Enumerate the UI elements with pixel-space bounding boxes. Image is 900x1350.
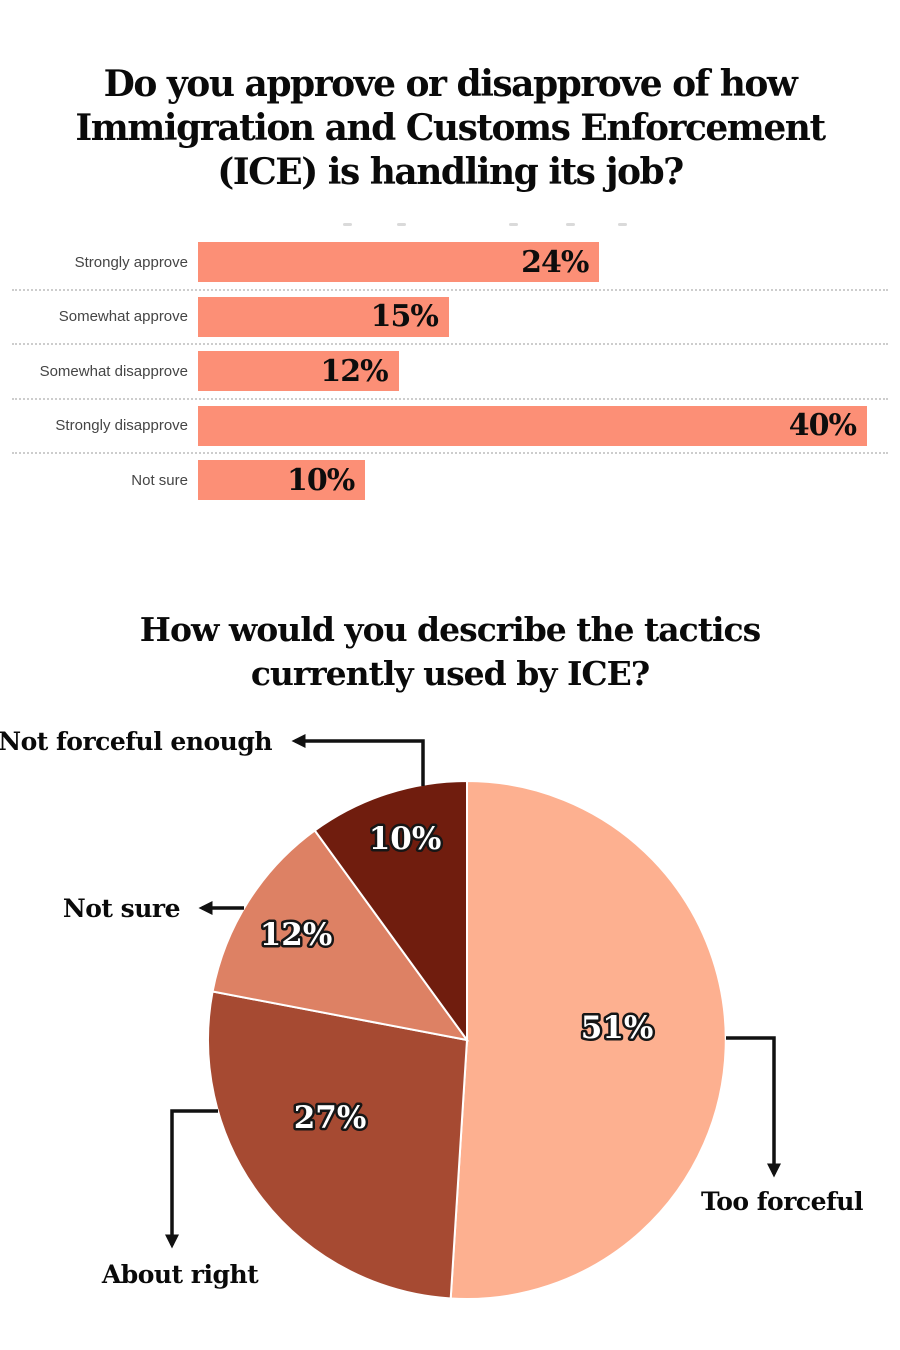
artifact-dash	[618, 223, 627, 226]
pie-callout-label: Not forceful enough	[0, 727, 272, 756]
pie-chart-title: How would you describe the tactics curre…	[139, 610, 761, 693]
bar: 15%	[198, 296, 449, 337]
row-separator	[12, 452, 888, 454]
bar-value-label: 10%	[286, 462, 355, 498]
bar-chart-title: Do you approve or disapprove of how Immi…	[75, 63, 826, 193]
artifact-dash	[397, 223, 406, 226]
artifact-dash	[343, 223, 352, 226]
bar: 12%	[198, 351, 399, 391]
pie-slice-percent-label: 27%	[294, 1100, 367, 1136]
bar: 10%	[198, 460, 366, 500]
pie-slice	[207, 990, 469, 1300]
bar-category-label: Somewhat approve	[58, 308, 188, 325]
bar-value-label: 40%	[788, 408, 857, 443]
bar: 40%	[198, 405, 867, 446]
bar-category-label: Strongly disapprove	[55, 417, 188, 434]
pie-slice-percent-label: 12%	[260, 917, 333, 953]
cropped-text-artifacts	[0, 0, 900, 560]
pie-callout-arrow	[291, 734, 425, 786]
artifact-dash	[566, 223, 575, 226]
bar-chart: Strongly approve 24% Somewhat approve 15% So…	[0, 0, 900, 560]
artifact-dash	[509, 223, 518, 226]
pie-callout-label: Not sure	[63, 894, 180, 923]
pie-slice	[313, 779, 468, 1044]
pie-slice-percent-label: 51%	[581, 1010, 654, 1046]
pie-slice	[211, 829, 470, 1042]
pie-callout-arrow	[165, 1109, 218, 1249]
row-separator	[12, 397, 888, 400]
bar-category-label: Somewhat disapprove	[39, 362, 188, 380]
pie-callout-arrow	[726, 1036, 781, 1178]
pie-callout-label: About right	[101, 1260, 259, 1289]
bar-value-label: 15%	[370, 299, 439, 334]
row-separator	[12, 288, 888, 291]
bar-value-label: 12%	[320, 353, 388, 389]
bar-category-label: Not sure	[131, 471, 188, 489]
pie-chart: 51% 27% 12% 10% Too forceful About right Not …	[0, 727, 863, 1300]
pie-slice	[449, 779, 727, 1300]
row-separator	[12, 343, 888, 345]
bar: 24%	[198, 242, 600, 282]
bar-category-label: Strongly approve	[74, 253, 188, 271]
bar-value-label: 24%	[521, 244, 589, 280]
pie-callout-label: Too forceful	[701, 1187, 863, 1216]
pie-slice-percent-label: 10%	[369, 821, 442, 857]
